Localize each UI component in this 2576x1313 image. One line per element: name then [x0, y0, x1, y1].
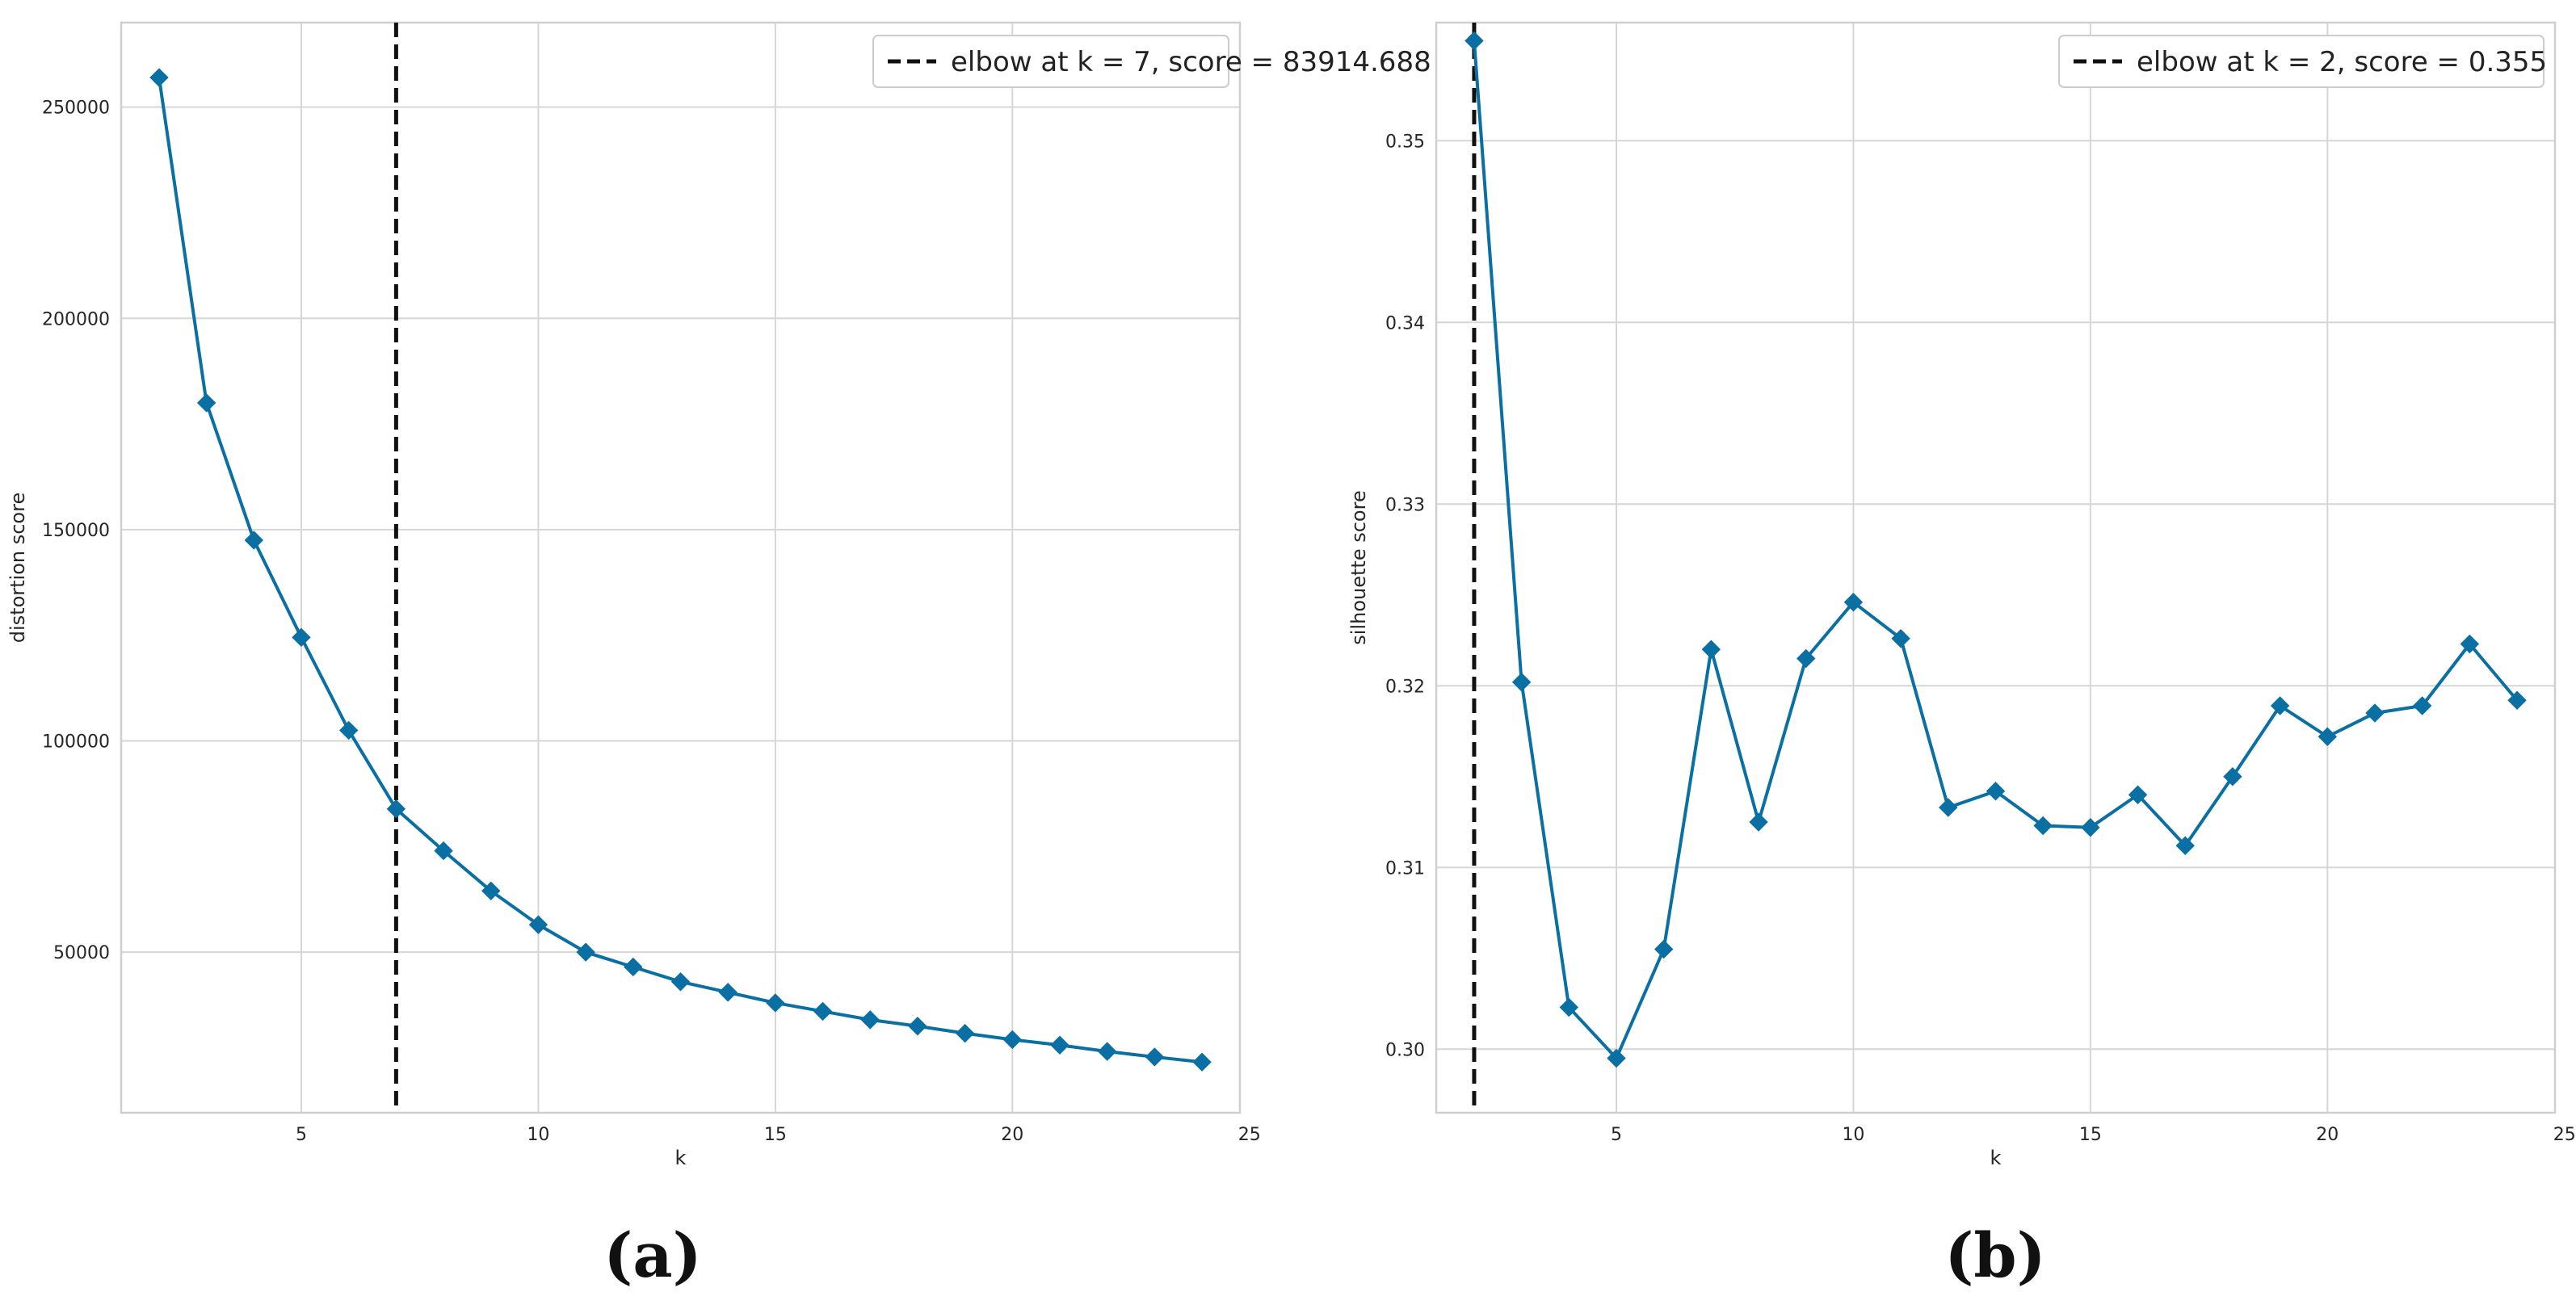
- data-point-marker: [1843, 593, 1864, 612]
- legend-box: [872, 35, 1229, 88]
- caption-b: (b): [1944, 1219, 2046, 1291]
- data-point-marker: [624, 957, 643, 977]
- data-point-marker: [670, 972, 691, 992]
- y-axis-label: distortion score: [6, 493, 29, 643]
- data-point-marker: [2365, 703, 2385, 723]
- y-tick-label: 0.31: [1385, 858, 1425, 879]
- data-point-marker: [338, 720, 359, 740]
- data-point-marker: [2507, 690, 2527, 710]
- series-line: [1472, 40, 2519, 1060]
- data-point-marker: [1749, 812, 1768, 832]
- data-point-marker: [2128, 785, 2148, 804]
- y-tick-label: 0.35: [1385, 132, 1425, 152]
- data-point-marker: [1097, 1042, 1117, 1061]
- data-point-marker: [481, 881, 501, 900]
- chart-b-silhouette: 5 10 15 20 25 0.30 0.31 0.32 0.33 0.34 0.35 k silhou…: [1347, 21, 2576, 1169]
- data-point-marker: [813, 1001, 833, 1021]
- data-point-marker: [1559, 997, 1579, 1017]
- data-point-marker: [2033, 816, 2053, 836]
- data-point-marker: [908, 1017, 927, 1036]
- x-axis-label: k: [675, 1147, 687, 1169]
- y-tick-label: 200000: [42, 309, 110, 329]
- data-point-marker: [528, 915, 548, 934]
- legend-box: [2058, 35, 2544, 88]
- data-point-marker: [1464, 31, 1484, 51]
- data-point-marker: [860, 1010, 880, 1030]
- data-point-marker: [2412, 696, 2432, 715]
- data-point-marker: [2081, 818, 2100, 837]
- y-tick-label: 0.34: [1385, 313, 1425, 333]
- y-tick-label: 150000: [42, 521, 110, 541]
- x-tick-label: 5: [1611, 1125, 1622, 1145]
- y-tick-label: 50000: [53, 943, 110, 963]
- y-tick-label: 0.30: [1385, 1040, 1425, 1060]
- chart-a-distortion: 5 10 15 20 25 50000 100000 150000 200000 250000 k d…: [6, 21, 1431, 1169]
- data-point-marker: [2460, 634, 2480, 654]
- x-tick-label: 25: [1238, 1125, 1261, 1145]
- y-tick-label: 100000: [42, 732, 110, 753]
- data-point-marker: [1939, 798, 1958, 817]
- x-tick-label: 20: [2316, 1125, 2339, 1145]
- data-point-marker: [2318, 727, 2338, 746]
- data-point-marker: [2223, 767, 2242, 787]
- data-point-marker: [1050, 1035, 1069, 1055]
- data-point-marker: [1511, 673, 1532, 692]
- data-point-marker: [2175, 836, 2195, 855]
- data-point-marker: [955, 1023, 975, 1043]
- x-tick-label: 25: [2553, 1125, 2576, 1145]
- data-point-marker: [1986, 782, 2006, 801]
- data-point-marker: [1607, 1048, 1626, 1068]
- x-tick-label: 15: [764, 1125, 787, 1145]
- x-tick-label: 10: [527, 1125, 549, 1145]
- data-point-marker: [196, 393, 216, 413]
- data-point-marker: [434, 841, 453, 861]
- y-tick-label: 250000: [42, 99, 110, 119]
- x-tick-label: 5: [296, 1125, 307, 1145]
- data-point-marker: [244, 531, 264, 550]
- plot-frame: [1435, 21, 2557, 1114]
- x-tick-label: 20: [1001, 1125, 1023, 1145]
- data-point-marker: [292, 627, 311, 648]
- caption-a: (a): [603, 1219, 702, 1291]
- legend-label: elbow at k = 7, score = 83914.688: [951, 46, 1431, 78]
- series-line: [157, 77, 1203, 1064]
- data-point-marker: [1002, 1030, 1023, 1050]
- data-point-marker: [1145, 1047, 1165, 1067]
- y-tick-label: 0.32: [1385, 677, 1425, 697]
- x-tick-label: 15: [2079, 1125, 2102, 1145]
- x-axis-label: k: [1990, 1147, 2002, 1169]
- data-point-marker: [1796, 648, 1816, 669]
- data-point-marker: [1701, 640, 1721, 659]
- data-point-marker: [766, 993, 785, 1013]
- legend-label: elbow at k = 2, score = 0.355: [2137, 46, 2547, 78]
- x-tick-label: 10: [1842, 1125, 1864, 1145]
- data-point-marker: [1654, 939, 1674, 959]
- data-point-marker: [718, 983, 738, 1002]
- y-tick-label: 0.33: [1385, 495, 1425, 515]
- y-axis-label: silhouette score: [1347, 490, 1370, 644]
- plot-frame: [120, 21, 1242, 1114]
- data-point-marker: [2270, 696, 2290, 715]
- data-point-marker: [1192, 1052, 1212, 1072]
- data-point-marker: [386, 799, 406, 819]
- data-point-marker: [1891, 629, 1910, 648]
- data-point-marker: [576, 942, 595, 962]
- data-point-marker: [149, 68, 169, 87]
